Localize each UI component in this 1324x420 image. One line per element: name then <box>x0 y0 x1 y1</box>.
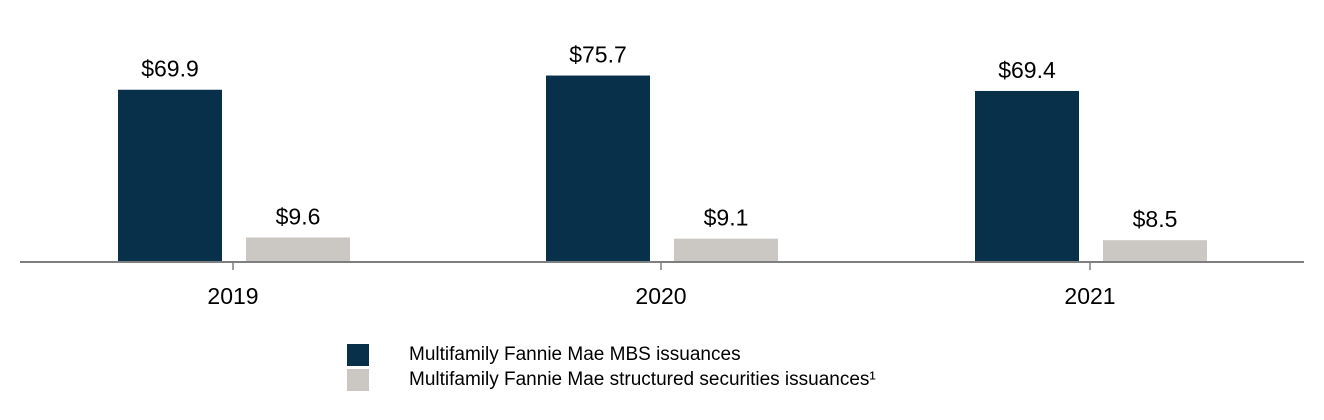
bar-chart: $69.9 $9.6 $75.7 $9.1 $69.4 $8.5 2019 2020 2021 <box>20 42 1304 309</box>
legend-label-mbs: Multifamily Fannie Mae MBS issuances <box>409 344 741 365</box>
bar-mbs-2019 <box>118 89 222 262</box>
x-ticks-group <box>232 262 1091 270</box>
legend-swatch-structured <box>347 369 369 391</box>
legend-swatch-mbs <box>347 344 369 366</box>
category-label-2021: 2021 <box>1064 283 1115 309</box>
category-label-2020: 2020 <box>635 283 686 309</box>
bar-mbs-2020 <box>546 75 650 261</box>
bar-structured-2020 <box>674 238 778 261</box>
value-label-mbs-2019: $69.9 <box>141 56 199 82</box>
category-label-2019: 2019 <box>207 283 258 309</box>
value-label-structured-2020: $9.1 <box>704 205 749 231</box>
value-labels-group: $69.9 $9.6 $75.7 $9.1 $69.4 $8.5 <box>141 42 1177 233</box>
legend-label-structured: Multifamily Fannie Mae structured securi… <box>409 369 876 390</box>
bar-structured-2019 <box>246 237 350 261</box>
value-label-mbs-2020: $75.7 <box>569 42 627 68</box>
value-label-mbs-2021: $69.4 <box>998 57 1056 83</box>
bar-mbs-2021 <box>975 90 1079 261</box>
bar-structured-2021 <box>1103 240 1207 261</box>
bars-group <box>118 75 1207 262</box>
value-label-structured-2021: $8.5 <box>1133 206 1178 232</box>
value-label-structured-2019: $9.6 <box>276 203 321 229</box>
category-labels-group: 2019 2020 2021 <box>207 283 1115 309</box>
